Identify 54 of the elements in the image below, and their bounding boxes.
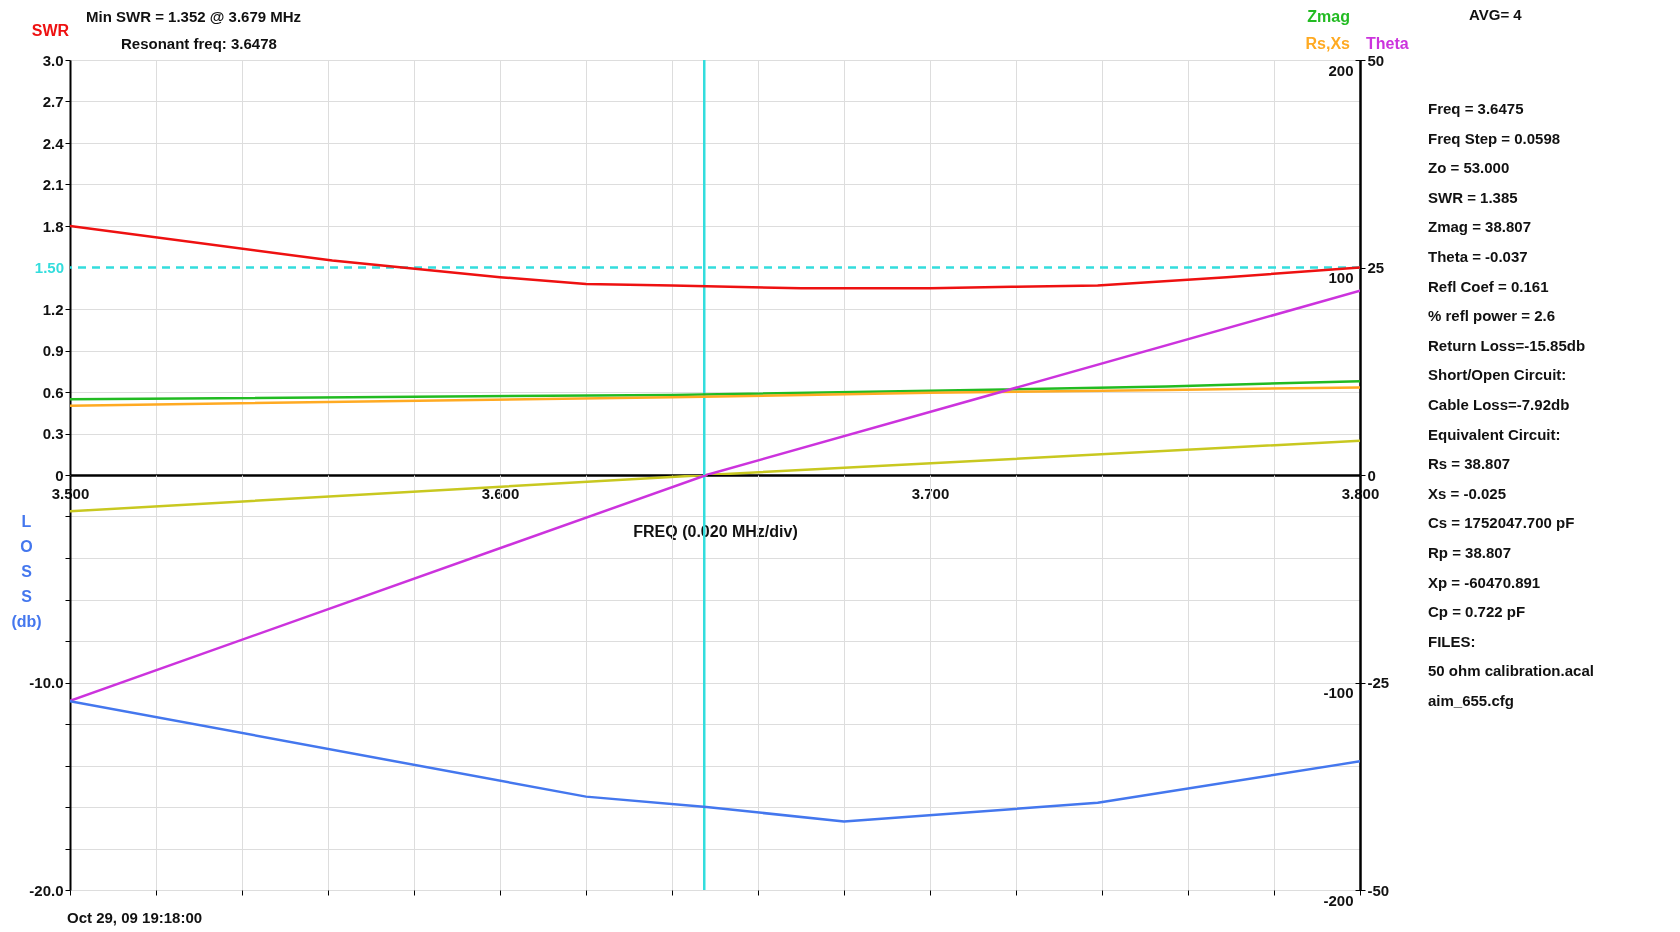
y-tick-label: -10.0 — [29, 674, 64, 691]
y3-tick-label: -50 — [1367, 881, 1390, 899]
y-tick-label: 1.2 — [42, 300, 64, 318]
text: Oct 29, 09 19:18:00 — [67, 909, 203, 926]
y3-tick-label: -25 — [1367, 674, 1390, 691]
x-tick-label: 3.700 — [911, 484, 950, 502]
y3-tick-label: 50 — [1367, 51, 1385, 69]
text: Resonant freq: 3.6478 — [121, 35, 277, 52]
y-tick-label: 0.9 — [42, 342, 64, 359]
y-axis-title: L O S S (db) — [11, 512, 42, 630]
text: Return Loss=-15.85db — [1428, 336, 1586, 354]
y2-tick-label: 200 — [1328, 61, 1354, 79]
text: Short/Open Circuit: — [1428, 366, 1567, 384]
text: Cp = 0.722 pF — [1428, 603, 1526, 621]
text: Zmag — [1307, 8, 1350, 25]
text: Cs = 1752047.700 pF — [1428, 514, 1575, 532]
text: Theta — [1366, 35, 1409, 52]
text: Rp = 38.807 — [1428, 544, 1511, 561]
text: Zo = 53.000 — [1428, 159, 1510, 177]
y-tick-label: 2.1 — [42, 176, 64, 193]
y-tick-label: 0 — [55, 466, 64, 484]
y-axis-title: SWR — [31, 21, 70, 39]
y-tick-label: -20.0 — [29, 881, 64, 899]
y-tick-label: 1.8 — [42, 217, 64, 235]
text: Min SWR = 1.352 @ 3.679 MHz — [86, 8, 302, 25]
x-tick-label: 3.600 — [481, 484, 520, 502]
text: Equivalent Circuit: — [1428, 425, 1561, 443]
y2-tick-label: 100 — [1328, 269, 1354, 286]
text: Xp = -60470.891 — [1428, 573, 1541, 591]
text: FILES: — [1428, 632, 1476, 650]
text: Xs = -0.025 — [1428, 484, 1506, 502]
text: % refl power = 2.6 — [1428, 307, 1556, 325]
text: Freq Step = 0.0598 — [1428, 129, 1561, 147]
ref-line-label: 1.50 — [34, 258, 64, 276]
text: Refl Coef = 0.161 — [1428, 277, 1549, 295]
text: aim_655.cfg — [1428, 692, 1514, 709]
text: SWR = 1.385 — [1428, 188, 1518, 206]
y-tick-label: 0.6 — [42, 383, 64, 401]
y2-tick-label: -100 — [1323, 684, 1354, 701]
y-tick-label: 3.0 — [42, 51, 64, 69]
y3-tick-label: 25 — [1367, 259, 1385, 276]
text: Rs,Xs — [1305, 35, 1351, 52]
text: Rs = 38.807 — [1428, 455, 1511, 473]
text: Theta = -0.037 — [1428, 248, 1528, 265]
text: Freq = 3.6475 — [1428, 100, 1524, 117]
text: 50 ohm calibration.acal — [1428, 662, 1594, 680]
text: AVG= 4 — [1469, 6, 1523, 23]
text: Cable Loss=-7.92db — [1428, 396, 1570, 413]
y3-tick-label: 0 — [1367, 466, 1376, 484]
text: Zmag = 38.807 — [1428, 218, 1531, 236]
y-tick-label: 2.7 — [42, 93, 64, 110]
y-tick-label: 0.3 — [42, 425, 64, 442]
y-tick-label: 2.4 — [42, 134, 65, 152]
y2-tick-label: -200 — [1323, 891, 1354, 909]
